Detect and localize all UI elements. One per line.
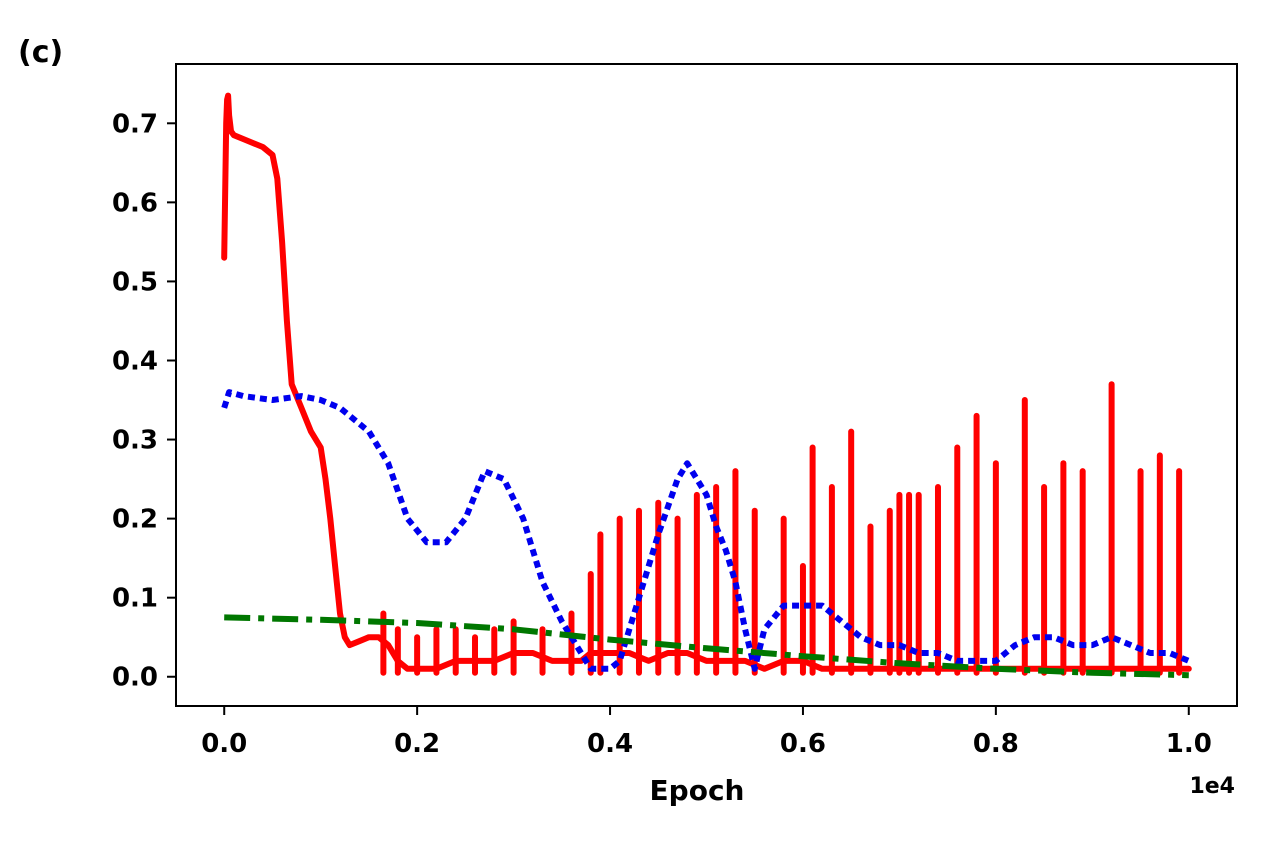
x-axis: 0.0 0.2 0.4 0.6 0.8 1.0 bbox=[201, 706, 1212, 759]
plot-area bbox=[221, 92, 1192, 679]
x-tick-label: 0.8 bbox=[973, 729, 1019, 759]
y-tick-label: 0.5 bbox=[112, 267, 158, 297]
y-tick-label: 0.6 bbox=[112, 188, 158, 218]
y-tick-label: 0.7 bbox=[112, 109, 158, 139]
panel-label: (c) bbox=[18, 35, 63, 70]
series-green-dashdot bbox=[224, 614, 1189, 679]
x-tick-label: 1.0 bbox=[1166, 729, 1212, 759]
series-red-spikes bbox=[380, 381, 1183, 676]
x-tick-label: 0.0 bbox=[201, 729, 247, 759]
series-blue-dotted bbox=[221, 389, 1190, 672]
plot-frame bbox=[175, 63, 1238, 707]
y-tick-label: 0.0 bbox=[112, 663, 158, 693]
y-tick-label: 0.2 bbox=[112, 505, 158, 535]
x-axis-label: Epoch bbox=[650, 774, 745, 807]
y-tick-label: 0.3 bbox=[112, 426, 158, 456]
y-axis: 0.0 0.1 0.2 0.3 0.4 0.5 0.6 0.7 bbox=[112, 109, 176, 693]
x-tick-label: 0.2 bbox=[394, 729, 440, 759]
x-tick-label: 0.4 bbox=[587, 729, 633, 759]
x-axis-offset-label: 1e4 bbox=[1189, 774, 1235, 799]
y-tick-label: 0.4 bbox=[112, 346, 158, 376]
y-tick-label: 0.1 bbox=[112, 584, 158, 614]
x-tick-label: 0.6 bbox=[780, 729, 826, 759]
